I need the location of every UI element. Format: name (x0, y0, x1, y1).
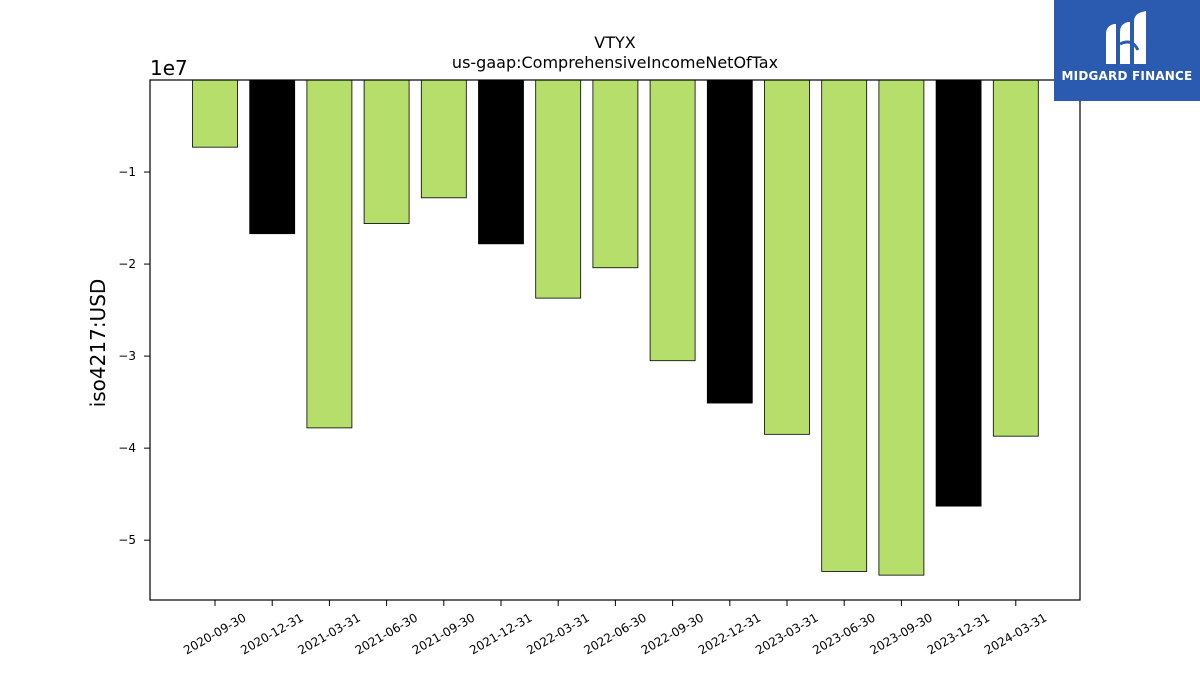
y-tick-label: −3 (118, 349, 136, 363)
bar-2021-09-30 (420, 79, 467, 199)
x-tick-label: 2022-09-30 (639, 610, 706, 657)
x-tick-label: 2021-03-31 (295, 610, 362, 657)
y-axis-label: iso4217:USD (86, 279, 110, 408)
y-axis-offset-text: 1e7 (150, 56, 188, 80)
chart-title: VTYX (594, 33, 635, 52)
bar-2022-03-31 (535, 79, 582, 299)
x-tick-label: 2020-12-31 (238, 610, 305, 657)
x-tick-label: 2022-03-31 (524, 610, 591, 657)
bar-2022-09-30 (649, 79, 696, 362)
logo-mark-icon (1106, 11, 1146, 64)
x-tick-label: 2023-03-31 (753, 610, 820, 657)
x-tick-label: 2022-06-30 (581, 610, 648, 657)
y-tick-label: −1 (118, 165, 136, 179)
bar-2020-12-31 (249, 79, 296, 235)
bar-2021-12-31 (478, 79, 524, 245)
x-tick-label: 2020-09-30 (181, 610, 248, 657)
y-tick-label: −5 (118, 533, 136, 547)
x-tick-label: 2023-06-30 (810, 610, 877, 657)
bar-2021-03-31 (306, 79, 353, 429)
x-axis: 2020-09-302020-12-312021-03-312021-06-30… (181, 600, 1049, 657)
y-axis: −1 −2 −3 −4 −5 (118, 165, 150, 547)
x-tick-label: 2022-12-31 (696, 610, 763, 657)
x-tick-label: 2023-09-30 (867, 610, 934, 657)
bar-2024-03-31 (992, 79, 1039, 437)
bar-2022-12-31 (706, 79, 753, 404)
bar-2022-06-30 (592, 79, 639, 269)
x-tick-label: 2023-12-31 (925, 610, 992, 657)
chart-subtitle: us-gaap:ComprehensiveIncomeNetOfTax (452, 53, 778, 72)
bar-2023-09-30 (878, 79, 925, 576)
bar-2021-06-30 (363, 79, 410, 224)
bar-2023-12-31 (935, 79, 982, 507)
x-tick-label: 2021-09-30 (410, 610, 477, 657)
logo-text: MIDGARD FINANCE (1061, 69, 1193, 83)
plot-frame (149, 79, 1081, 601)
y-tick-label: −2 (118, 257, 136, 271)
bar-2023-06-30 (821, 79, 868, 572)
x-tick-label: 2024-03-31 (982, 610, 1049, 657)
bars-group (192, 79, 1039, 576)
x-tick-label: 2021-12-31 (467, 610, 534, 657)
bar-2023-03-31 (764, 79, 810, 435)
midgard-finance-logo: MIDGARD FINANCE (1054, 0, 1200, 101)
y-tick-label: −4 (118, 441, 136, 455)
x-tick-label: 2021-06-30 (353, 610, 420, 657)
bar-2020-09-30 (192, 79, 238, 148)
